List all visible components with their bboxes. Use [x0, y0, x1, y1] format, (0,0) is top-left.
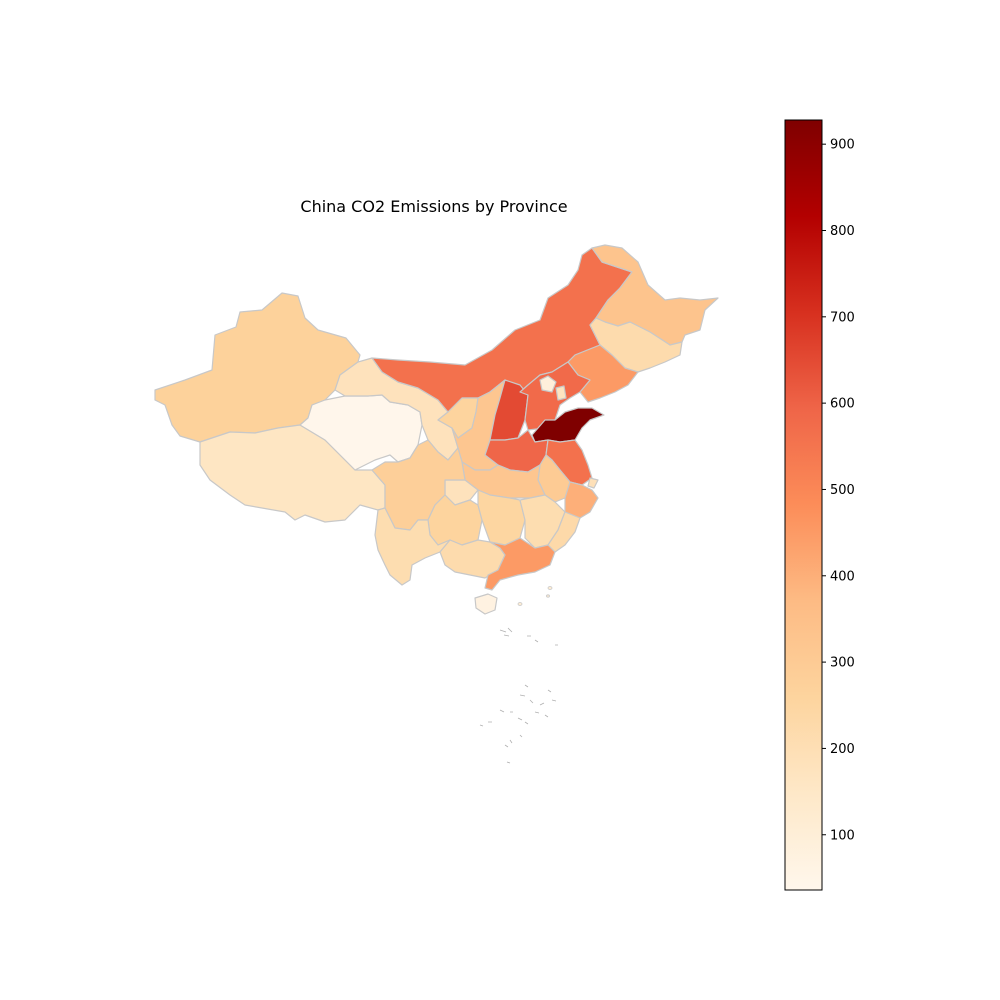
colorbar-tick-label: 200: [830, 742, 855, 757]
colorbar-tick-label: 800: [830, 224, 855, 239]
province-beijing[interactable]: [539, 375, 557, 393]
province-tianjin[interactable]: [555, 385, 567, 401]
south-china-sea-islands: [479, 586, 558, 764]
china-province-map: [154, 244, 719, 615]
province-tibet[interactable]: [199, 424, 386, 523]
colorbar-tick-label: 400: [830, 569, 855, 584]
colorbar-tick-label: 100: [830, 828, 855, 843]
colorbar-tick-label: 300: [830, 656, 855, 671]
colorbar-tick-label: 500: [830, 483, 855, 498]
colorbar-gradient: [784, 119, 823, 891]
province-guangdong[interactable]: [484, 537, 556, 591]
colorbar-tick-label: 600: [830, 397, 855, 412]
province-hainan[interactable]: [474, 593, 498, 615]
province-fujian[interactable]: [547, 511, 581, 553]
map-title: China CO2 Emissions by Province: [300, 197, 567, 216]
province-zhejiang[interactable]: [564, 481, 599, 519]
colorbar: 100 200 300 400 500 600 700 800 900: [784, 119, 855, 891]
province-shanghai[interactable]: [587, 477, 599, 489]
colorbar-tick-label: 900: [830, 138, 855, 153]
province-hebei[interactable]: [519, 361, 591, 431]
colorbar-tick-label: 700: [830, 310, 855, 325]
colorbar-ticks: 100 200 300 400 500 600 700 800 900: [822, 138, 855, 843]
